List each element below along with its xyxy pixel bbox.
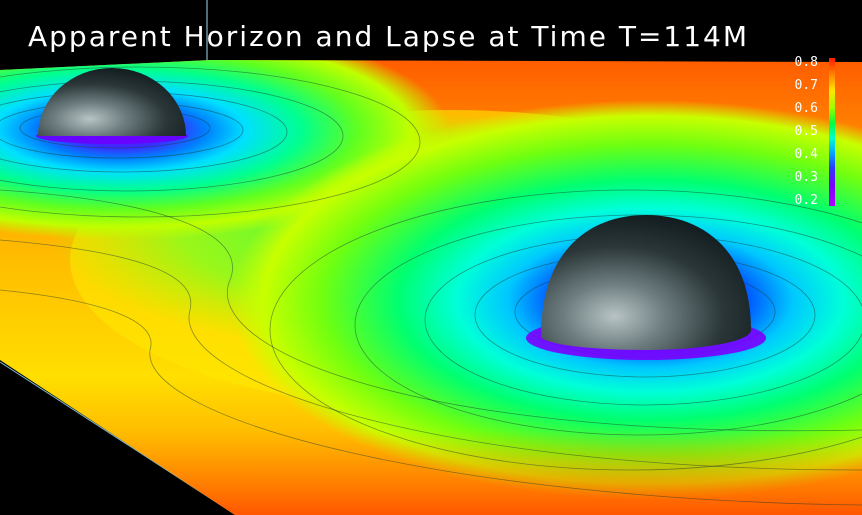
black-hole-horizon-left (36, 68, 188, 144)
colorbar-label: 0.6 (794, 101, 818, 116)
colorbar-label: 0.8 (794, 55, 818, 70)
colorbar-label: 0.7 (794, 78, 818, 93)
black-hole-horizon-right (526, 215, 766, 360)
colorbar-gradient (829, 58, 835, 206)
colorbar-label: 0.3 (794, 170, 818, 185)
plot-title: Apparent Horizon and Lapse at Time T=114… (28, 20, 750, 53)
colorbar-label: 0.5 (794, 124, 818, 139)
colorbar-label: 0.4 (794, 147, 818, 162)
colorbar-label: 0.2 (794, 193, 818, 208)
contour-lines-right (0, 189, 862, 506)
colorbar: 0.8 0.7 0.6 0.5 0.4 0.3 0.2 (786, 56, 846, 210)
